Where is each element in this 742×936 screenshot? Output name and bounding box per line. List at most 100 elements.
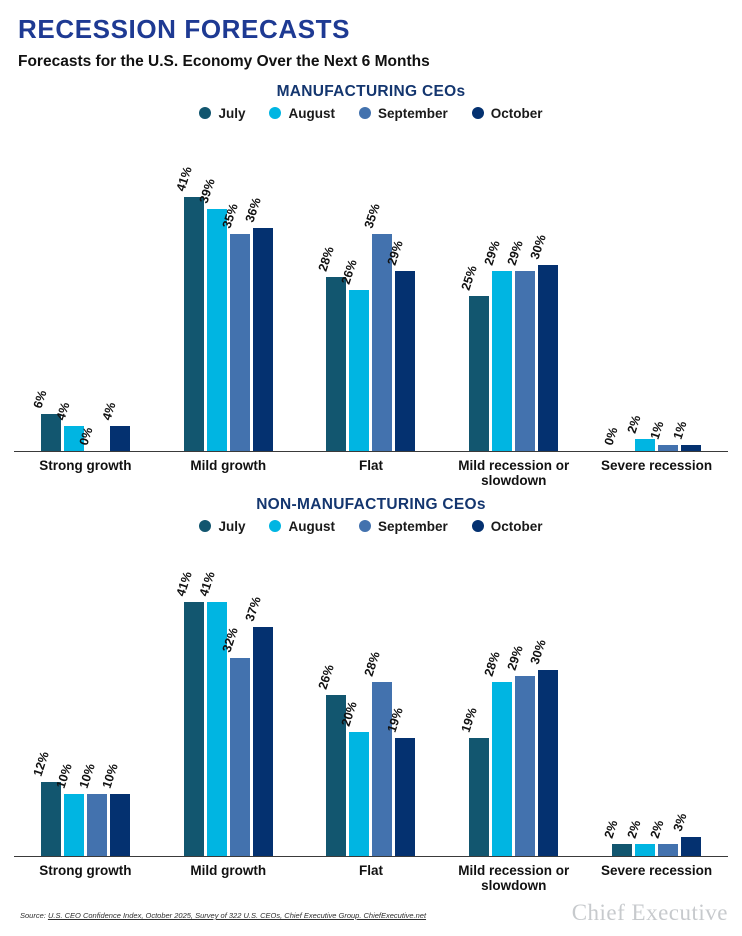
bar-slot-october: 10% — [100, 539, 130, 856]
bar-slot-september: 28% — [362, 539, 393, 856]
category-label-text: Strong growth — [39, 458, 132, 473]
bar-slot-july: 19% — [459, 539, 490, 856]
category-label-text: Severe recession — [601, 458, 713, 473]
source-note: Source: U.S. CEO Confidence Index, Octob… — [20, 911, 426, 920]
category-axis-non-manufacturing: Strong growth Mild growth Flat Mild recessi… — [14, 857, 728, 893]
bar-slot-september: 10% — [77, 539, 107, 856]
bar-slot-october: 30% — [528, 126, 559, 451]
bar-august-flat — [349, 732, 370, 856]
category-label-text: Mild growth — [190, 863, 267, 878]
bar-value-label: 19% — [458, 705, 481, 734]
bar-group-flat: 28% 26% 35% 29% — [300, 126, 443, 451]
category-label-strong-growth: Strong growth — [14, 863, 157, 893]
bar-value-label: 26% — [316, 662, 338, 691]
bar-slot-september: 35% — [219, 126, 250, 451]
bar-value-label: 0% — [601, 425, 621, 447]
bar-group-flat: 26% 20% 28% 19% — [300, 539, 443, 856]
bar-value-label: 25% — [458, 263, 481, 292]
bar-value-label: 41% — [173, 164, 195, 193]
bar-group-mild-recession-or-slowdown: 19% 28% 29% 30% — [442, 539, 585, 856]
legend-dot-october — [471, 520, 484, 532]
legend-item-october: October — [471, 105, 543, 121]
bar-slot-august: 39% — [196, 126, 227, 451]
bar-slot-august: 29% — [482, 126, 513, 451]
bar-slot-october: 30% — [528, 539, 559, 856]
bar-september-mild-growth — [229, 658, 250, 856]
legend-non-manufacturing: July August September October — [0, 517, 742, 535]
bar-september-severe-recession — [658, 844, 679, 856]
bar-september-flat — [372, 682, 393, 856]
legend-dot-august — [269, 520, 282, 532]
bar-august-severe-recession — [635, 439, 656, 451]
bar-slot-october: 3% — [671, 539, 702, 856]
bar-july-strong-growth — [40, 414, 61, 451]
category-label-severe-recession: Severe recession — [585, 863, 728, 893]
bar-plot-manufacturing: 6% 4% 0% 4% 41% 39% 35% 36% 28% 26% 35% 29% 25% 29% 29… — [14, 126, 728, 452]
legend-manufacturing: July August September October — [0, 104, 742, 122]
category-label-text: Strong growth — [39, 863, 132, 878]
category-label-severe-recession: Severe recession — [585, 458, 728, 488]
legend-dot-august — [269, 107, 282, 119]
bar-slot-august: 41% — [196, 539, 227, 856]
bar-group-mild-recession-or-slowdown: 25% 29% 29% 30% — [442, 126, 585, 451]
bar-september-mild-recession-or-slowdown — [515, 676, 536, 856]
bar-slot-september: 29% — [505, 126, 536, 451]
bar-slot-october: 1% — [671, 126, 702, 451]
bar-july-mild-recession-or-slowdown — [469, 296, 490, 451]
bar-july-mild-growth — [183, 602, 204, 856]
bar-august-mild-growth — [206, 209, 227, 451]
chief-executive-logo: Chief Executive — [571, 900, 728, 925]
category-label-flat: Flat — [300, 863, 443, 893]
legend-label: September — [377, 518, 448, 534]
bar-july-flat — [326, 695, 347, 856]
bar-october-flat — [395, 271, 416, 451]
bar-july-mild-growth — [183, 197, 204, 451]
bar-slot-july: 2% — [602, 539, 633, 856]
bar-slot-july: 0% — [602, 126, 632, 451]
bar-slot-august: 2% — [625, 126, 656, 451]
bar-group-mild-growth: 41% 39% 35% 36% — [157, 126, 300, 451]
bar-october-mild-recession-or-slowdown — [538, 265, 559, 451]
bar-group-strong-growth: 12% 10% 10% 10% — [14, 539, 157, 856]
legend-item-august: August — [269, 519, 335, 534]
bar-slot-september: 29% — [505, 539, 536, 856]
legend-item-september: September — [358, 518, 448, 534]
bar-september-severe-recession — [658, 445, 679, 451]
source-prefix: Source: — [20, 911, 48, 920]
legend-item-july: July — [199, 519, 245, 534]
bar-slot-september: 35% — [362, 126, 393, 451]
legend-label: July — [218, 518, 246, 534]
bar-october-strong-growth — [109, 794, 130, 856]
bar-slot-august: 10% — [54, 539, 84, 856]
legend-label: October — [490, 105, 543, 121]
category-label-text: Flat — [358, 863, 383, 878]
bar-plot-non-manufacturing: 12% 10% 10% 10% 41% 41% 32% 37% 26% 20% 28% 19% 19% 2… — [14, 539, 728, 857]
bar-slot-july: 41% — [173, 539, 204, 856]
category-label-text: Flat — [358, 458, 383, 473]
bar-october-strong-growth — [109, 426, 130, 451]
bar-group-severe-recession: 0% 2% 1% 1% — [585, 126, 728, 451]
legend-dot-september — [358, 520, 371, 532]
bar-slot-october: 4% — [100, 126, 130, 451]
category-label-text: Mild recession or slowdown — [458, 458, 570, 488]
category-label-mild-recession-or-slowdown: Mild recession or slowdown — [442, 458, 585, 488]
chart-manufacturing: MANUFACTURING CEOs July August September Oc… — [0, 83, 742, 488]
legend-dot-september — [358, 107, 371, 119]
bar-september-flat — [372, 234, 393, 451]
bar-slot-august: 2% — [625, 539, 656, 856]
bar-value-label: 6% — [30, 388, 50, 410]
bar-slot-july: 6% — [31, 126, 61, 451]
legend-label: August — [288, 105, 335, 121]
bar-august-mild-growth — [206, 602, 227, 856]
bar-september-mild-growth — [229, 234, 250, 451]
bar-august-severe-recession — [635, 844, 656, 856]
legend-item-october: October — [471, 519, 543, 534]
bar-slot-july: 25% — [459, 126, 490, 451]
bar-slot-september: 32% — [219, 539, 250, 856]
source-citation-link[interactable]: U.S. CEO Confidence Index, October 2025,… — [47, 911, 427, 920]
bar-october-flat — [395, 738, 416, 856]
bar-slot-july: 12% — [31, 539, 61, 856]
legend-item-september: September — [358, 106, 448, 121]
legend-dot-october — [471, 107, 484, 119]
